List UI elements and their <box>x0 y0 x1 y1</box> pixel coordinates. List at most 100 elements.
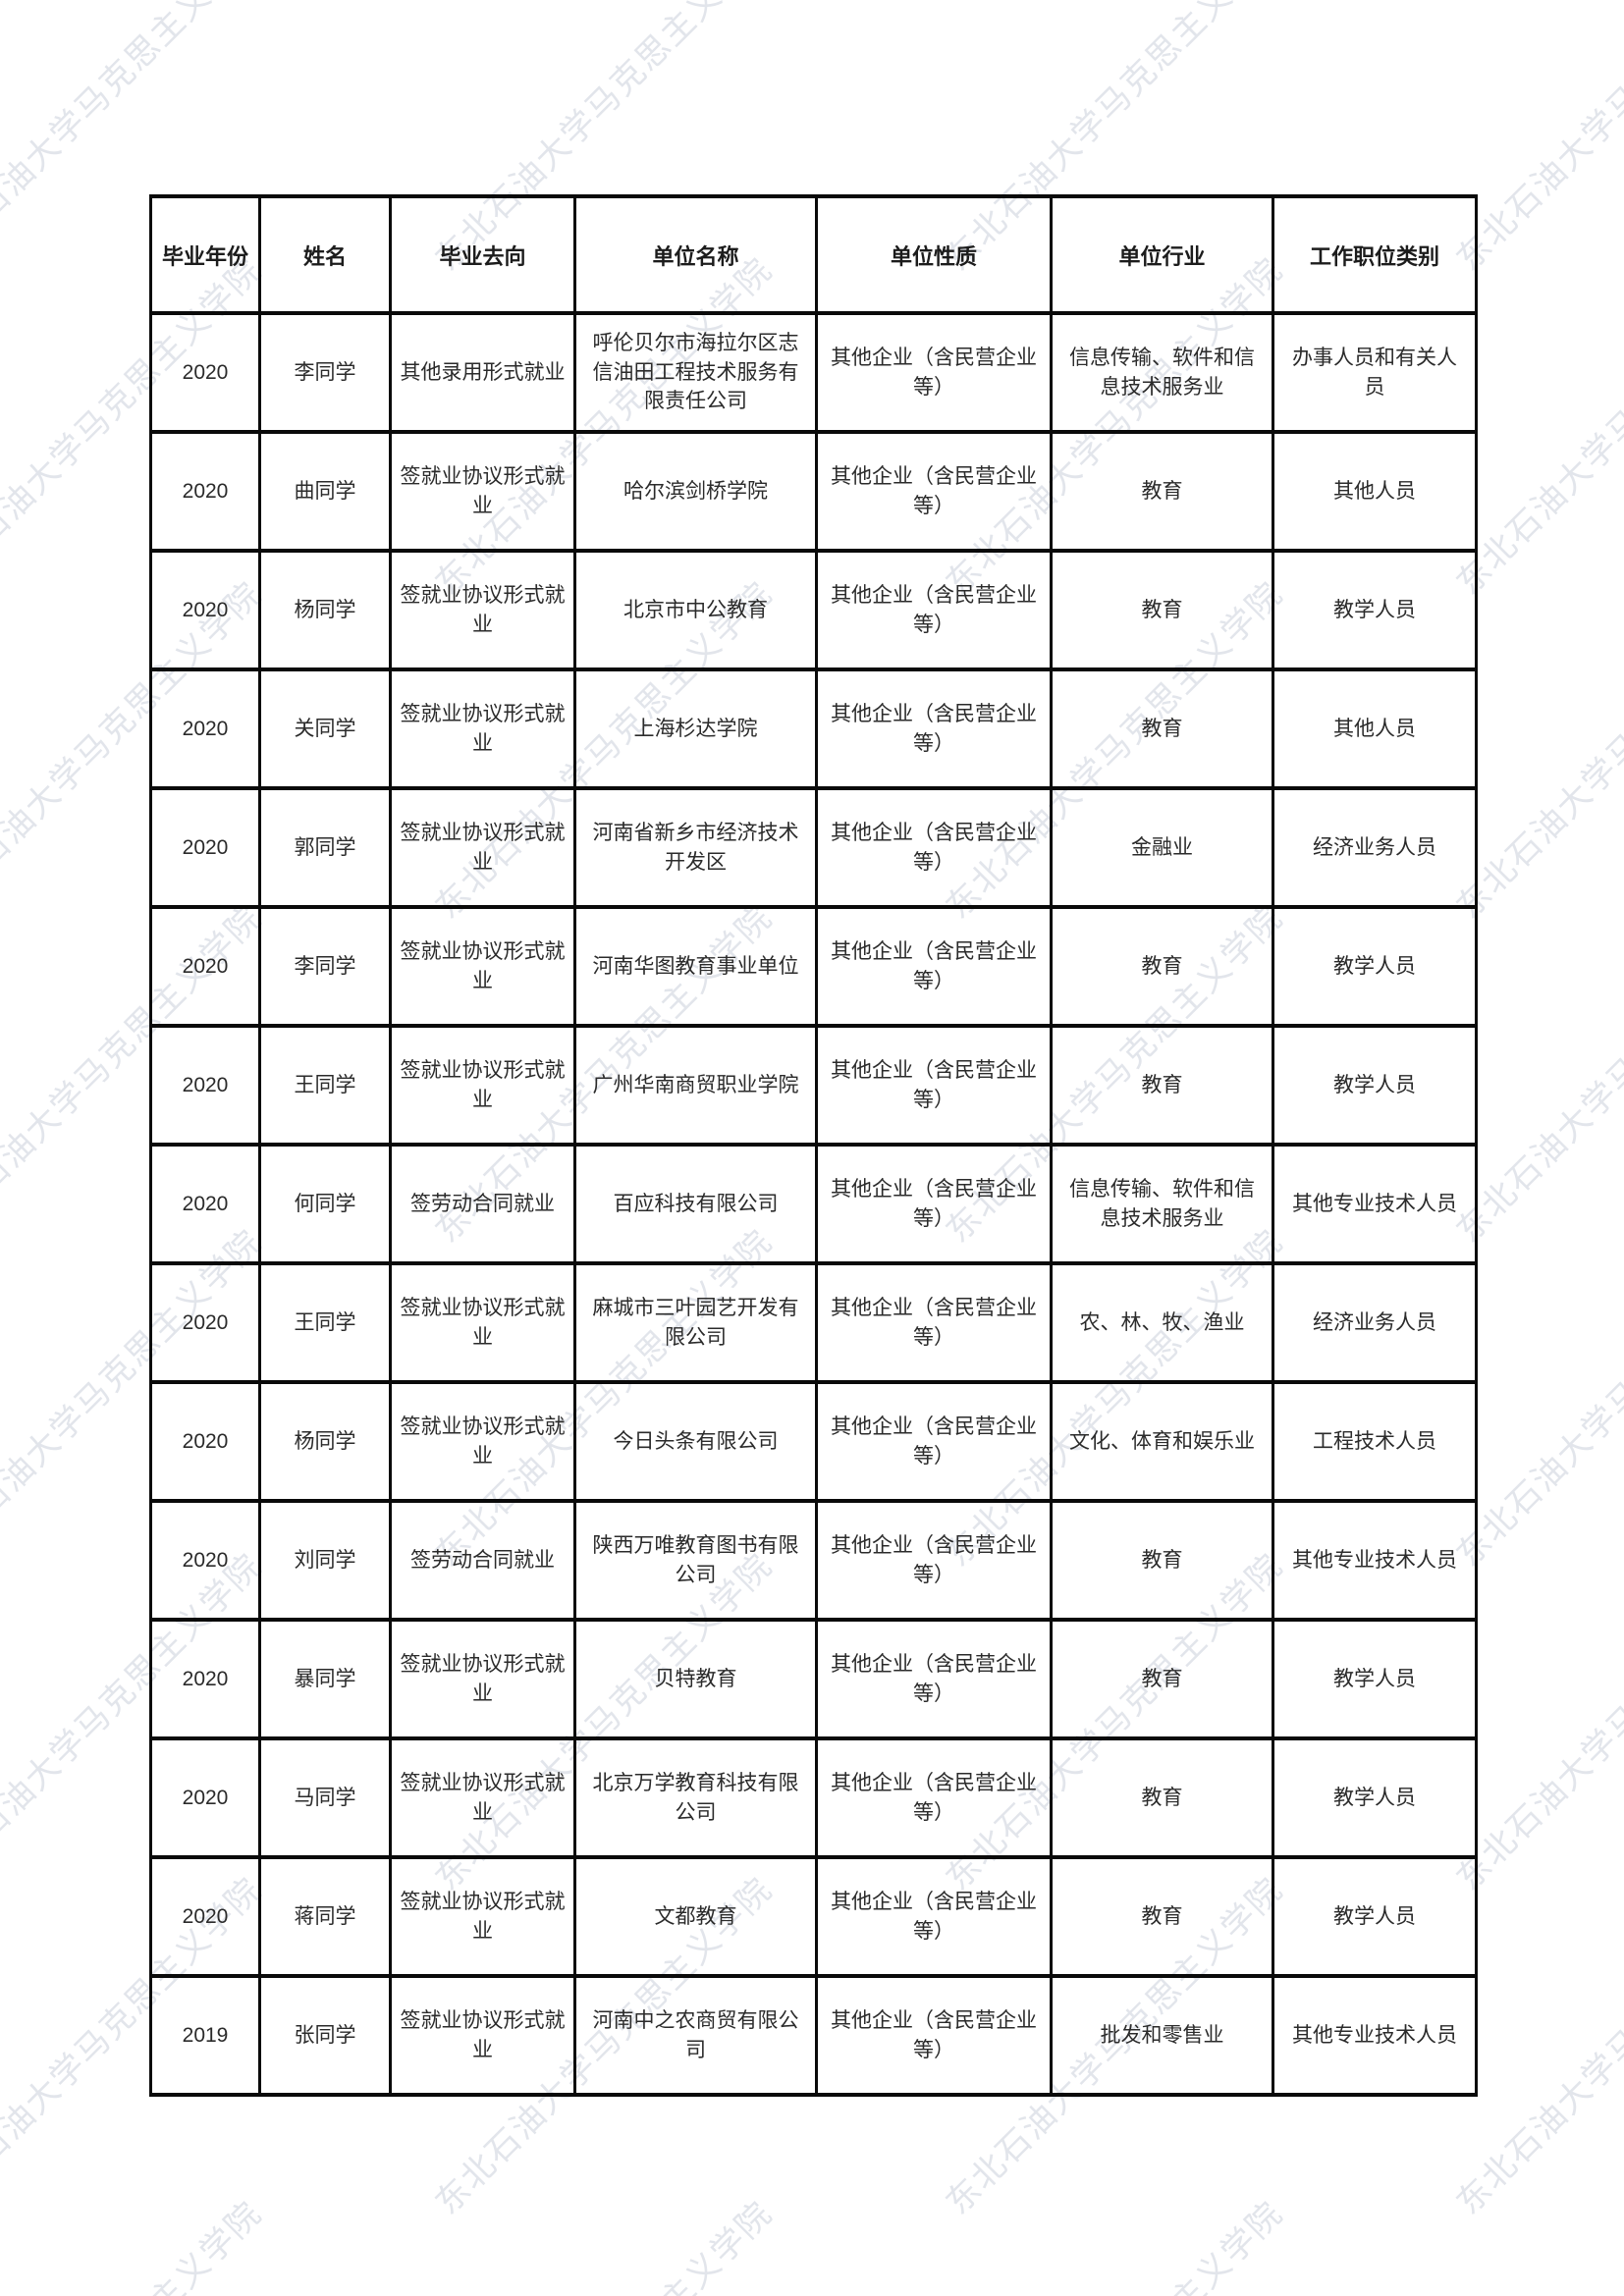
table-row: 2020 杨同学 签就业协议形式就业 今日头条有限公司 其他企业（含民营企业等）… <box>149 1380 1478 1503</box>
cell-graduation-destination: 签就业协议形式就业 <box>389 1855 576 1978</box>
cell-graduation-year: 2020 <box>149 1499 261 1622</box>
cell-employer-nature: 其他企业（含民营企业等） <box>815 1499 1053 1622</box>
table-row: 2020 李同学 其他录用形式就业 呼伦贝尔市海拉尔区志信油田工程技术服务有限责… <box>149 311 1478 434</box>
cell-graduation-destination: 签就业协议形式就业 <box>389 1974 576 2097</box>
cell-graduation-destination: 签就业协议形式就业 <box>389 905 576 1028</box>
cell-job-category: 经济业务人员 <box>1272 1261 1478 1384</box>
cell-graduation-destination: 签就业协议形式就业 <box>389 1736 576 1859</box>
table-row: 2020 王同学 签就业协议形式就业 麻城市三叶园艺开发有限公司 其他企业（含民… <box>149 1261 1478 1384</box>
cell-student-name: 马同学 <box>258 1736 392 1859</box>
cell-graduation-year: 2020 <box>149 786 261 909</box>
cell-employer-industry: 教育 <box>1050 549 1274 671</box>
cell-employer-industry: 农、林、牧、渔业 <box>1050 1261 1274 1384</box>
cell-job-category: 其他专业技术人员 <box>1272 1143 1478 1265</box>
cell-employer-industry: 教育 <box>1050 905 1274 1028</box>
cell-job-category: 其他专业技术人员 <box>1272 1499 1478 1622</box>
table-row: 2020 何同学 签劳动合同就业 百应科技有限公司 其他企业（含民营企业等） 信… <box>149 1143 1478 1265</box>
table-row: 2020 郭同学 签就业协议形式就业 河南省新乡市经济技术开发区 其他企业（含民… <box>149 786 1478 909</box>
cell-graduation-destination: 签就业协议形式就业 <box>389 1024 576 1147</box>
header-graduation-destination: 毕业去向 <box>389 194 576 315</box>
cell-graduation-year: 2020 <box>149 1855 261 1978</box>
cell-graduation-year: 2020 <box>149 1024 261 1147</box>
cell-employer-nature: 其他企业（含民营企业等） <box>815 1736 1053 1859</box>
cell-employer-nature: 其他企业（含民营企业等） <box>815 786 1053 909</box>
cell-employer-nature: 其他企业（含民营企业等） <box>815 1024 1053 1147</box>
table-row: 2020 马同学 签就业协议形式就业 北京万学教育科技有限公司 其他企业（含民营… <box>149 1736 1478 1859</box>
cell-employer-industry: 金融业 <box>1050 786 1274 909</box>
cell-employer-industry: 教育 <box>1050 1855 1274 1978</box>
cell-student-name: 王同学 <box>258 1261 392 1384</box>
cell-graduation-destination: 签就业协议形式就业 <box>389 430 576 553</box>
table-row: 2020 暴同学 签就业协议形式就业 贝特教育 其他企业（含民营企业等） 教育 … <box>149 1618 1478 1740</box>
table-row: 2020 曲同学 签就业协议形式就业 哈尔滨剑桥学院 其他企业（含民营企业等） … <box>149 430 1478 553</box>
cell-employer-nature: 其他企业（含民营企业等） <box>815 1380 1053 1503</box>
cell-student-name: 杨同学 <box>258 1380 392 1503</box>
cell-employer-name: 麻城市三叶园艺开发有限公司 <box>573 1261 818 1384</box>
cell-job-category: 教学人员 <box>1272 1618 1478 1740</box>
table-row: 2020 关同学 签就业协议形式就业 上海杉达学院 其他企业（含民营企业等） 教… <box>149 667 1478 790</box>
cell-employer-name: 河南华图教育事业单位 <box>573 905 818 1028</box>
cell-employer-nature: 其他企业（含民营企业等） <box>815 1618 1053 1740</box>
cell-employer-name: 今日头条有限公司 <box>573 1380 818 1503</box>
cell-employer-nature: 其他企业（含民营企业等） <box>815 1855 1053 1978</box>
cell-employer-industry: 批发和零售业 <box>1050 1974 1274 2097</box>
cell-employer-nature: 其他企业（含民营企业等） <box>815 1974 1053 2097</box>
cell-job-category: 其他人员 <box>1272 430 1478 553</box>
cell-student-name: 蒋同学 <box>258 1855 392 1978</box>
header-employer-nature: 单位性质 <box>815 194 1053 315</box>
cell-employer-nature: 其他企业（含民营企业等） <box>815 430 1053 553</box>
cell-job-category: 教学人员 <box>1272 905 1478 1028</box>
cell-graduation-year: 2020 <box>149 1380 261 1503</box>
cell-student-name: 郭同学 <box>258 786 392 909</box>
cell-student-name: 刘同学 <box>258 1499 392 1622</box>
watermark-text: 东北石油大学马克思主义学院 <box>1443 2188 1624 2296</box>
cell-employer-name: 文都教育 <box>573 1855 818 1978</box>
cell-employer-industry: 教育 <box>1050 1499 1274 1622</box>
cell-graduation-year: 2020 <box>149 905 261 1028</box>
cell-student-name: 王同学 <box>258 1024 392 1147</box>
cell-employer-industry: 文化、体育和娱乐业 <box>1050 1380 1274 1503</box>
cell-employer-name: 哈尔滨剑桥学院 <box>573 430 818 553</box>
cell-graduation-year: 2020 <box>149 667 261 790</box>
cell-graduation-year: 2020 <box>149 430 261 553</box>
table-body: 2020 李同学 其他录用形式就业 呼伦贝尔市海拉尔区志信油田工程技术服务有限责… <box>149 311 1478 2097</box>
cell-employer-industry: 教育 <box>1050 1736 1274 1859</box>
cell-employer-name: 河南中之农商贸有限公司 <box>573 1974 818 2097</box>
cell-graduation-destination: 签就业协议形式就业 <box>389 786 576 909</box>
cell-employer-nature: 其他企业（含民营企业等） <box>815 311 1053 434</box>
cell-student-name: 杨同学 <box>258 549 392 671</box>
header-employer-industry: 单位行业 <box>1050 194 1274 315</box>
cell-graduation-year: 2020 <box>149 1143 261 1265</box>
cell-student-name: 曲同学 <box>258 430 392 553</box>
table-header: 毕业年份 姓名 毕业去向 单位名称 单位性质 单位行业 工作职位类别 <box>149 194 1478 315</box>
cell-graduation-destination: 签就业协议形式就业 <box>389 1380 576 1503</box>
watermark-text: 东北石油大学马克思主义学院 <box>0 2188 271 2296</box>
cell-employer-industry: 教育 <box>1050 1618 1274 1740</box>
cell-job-category: 教学人员 <box>1272 549 1478 671</box>
cell-graduation-destination: 签就业协议形式就业 <box>389 1261 576 1384</box>
cell-graduation-destination: 签就业协议形式就业 <box>389 549 576 671</box>
cell-job-category: 其他人员 <box>1272 667 1478 790</box>
cell-employer-nature: 其他企业（含民营企业等） <box>815 1143 1053 1265</box>
cell-graduation-year: 2020 <box>149 1618 261 1740</box>
cell-graduation-year: 2020 <box>149 549 261 671</box>
table-row: 2020 刘同学 签劳动合同就业 陕西万唯教育图书有限公司 其他企业（含民营企业… <box>149 1499 1478 1622</box>
cell-student-name: 李同学 <box>258 905 392 1028</box>
cell-student-name: 张同学 <box>258 1974 392 2097</box>
cell-employer-industry: 信息传输、软件和信息技术服务业 <box>1050 311 1274 434</box>
cell-job-category: 教学人员 <box>1272 1855 1478 1978</box>
table-row: 2020 蒋同学 签就业协议形式就业 文都教育 其他企业（含民营企业等） 教育 … <box>149 1855 1478 1978</box>
cell-employer-name: 百应科技有限公司 <box>573 1143 818 1265</box>
cell-employer-name: 河南省新乡市经济技术开发区 <box>573 786 818 909</box>
cell-job-category: 工程技术人员 <box>1272 1380 1478 1503</box>
header-job-category: 工作职位类别 <box>1272 194 1478 315</box>
cell-employer-industry: 信息传输、软件和信息技术服务业 <box>1050 1143 1274 1265</box>
cell-graduation-destination: 其他录用形式就业 <box>389 311 576 434</box>
cell-graduation-destination: 签劳动合同就业 <box>389 1143 576 1265</box>
cell-employer-nature: 其他企业（含民营企业等） <box>815 905 1053 1028</box>
cell-employer-name: 北京万学教育科技有限公司 <box>573 1736 818 1859</box>
cell-employer-nature: 其他企业（含民营企业等） <box>815 667 1053 790</box>
cell-graduation-destination: 签就业协议形式就业 <box>389 667 576 790</box>
cell-employer-name: 广州华南商贸职业学院 <box>573 1024 818 1147</box>
